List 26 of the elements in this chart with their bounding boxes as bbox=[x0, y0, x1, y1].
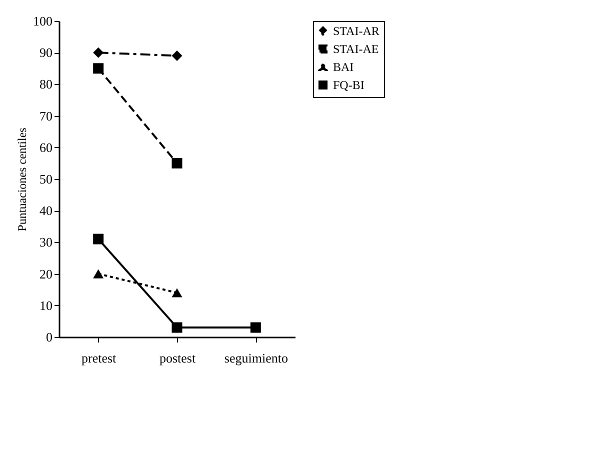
y-tick-label: 90 bbox=[40, 45, 52, 60]
point bbox=[172, 50, 182, 62]
x-tick-label: seguimiento bbox=[224, 350, 288, 366]
point bbox=[172, 158, 182, 168]
y-tick-label: 30 bbox=[40, 234, 52, 250]
point bbox=[93, 47, 104, 58]
y-tick-label: 50 bbox=[40, 172, 52, 186]
y-tick-label: 60 bbox=[40, 140, 52, 155]
legend-label: BAI bbox=[333, 60, 354, 74]
legend-label: STAI-AE bbox=[333, 42, 379, 56]
y-axis-title: Puntuaciones centiles bbox=[15, 127, 29, 232]
point bbox=[93, 63, 104, 74]
y-tick-label: 70 bbox=[40, 108, 52, 124]
y-tick-label: 80 bbox=[40, 76, 52, 92]
legend-label: STAI-AR bbox=[333, 24, 380, 38]
y-tick-label: 40 bbox=[40, 203, 52, 218]
x-tick-label: pretest bbox=[82, 350, 117, 366]
y-tick-label: 100 bbox=[33, 14, 52, 28]
y-tick-label: 20 bbox=[40, 266, 52, 282]
y-tick-label: 10 bbox=[40, 298, 52, 313]
point bbox=[172, 322, 182, 333]
y-tick-label: 0 bbox=[46, 330, 52, 344]
point bbox=[250, 322, 261, 333]
point bbox=[93, 234, 104, 244]
legend-label: FQ-BI bbox=[333, 78, 364, 92]
x-tick-label: postest bbox=[159, 350, 196, 366]
